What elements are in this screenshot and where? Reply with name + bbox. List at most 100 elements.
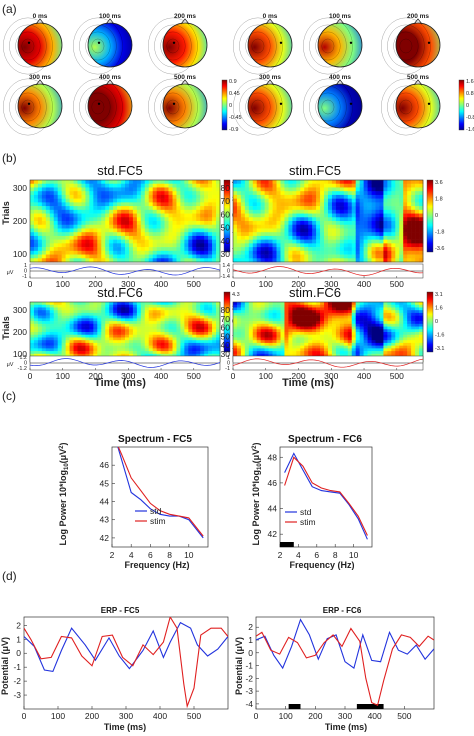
heatmap-cell <box>375 351 380 355</box>
heatmap-cell <box>296 250 301 255</box>
heatmap-cell <box>121 321 126 325</box>
heatmap-cell <box>284 213 289 218</box>
heatmap-cell <box>347 180 353 185</box>
heatmap-cell <box>383 183 388 188</box>
heatmap-cell <box>272 340 277 344</box>
heatmap-cell <box>148 228 154 233</box>
heatmap-cell <box>184 206 189 211</box>
heatmap-cell <box>296 340 301 344</box>
heatmap-cell <box>212 198 217 203</box>
topomap: 300 ms <box>233 74 293 136</box>
heatmap-cell <box>148 221 154 226</box>
heatmap-cell <box>260 321 265 325</box>
heatmap-cell <box>284 232 289 237</box>
heatmap-cell <box>276 194 281 199</box>
heatmap-cell <box>288 235 293 240</box>
heatmap-cell <box>415 329 420 333</box>
heatmap-cell <box>320 213 325 218</box>
heatmap-cell <box>192 340 197 344</box>
heatmap-cell <box>196 235 201 240</box>
heatmap-cell <box>125 348 130 352</box>
heatmap-cell <box>284 221 289 226</box>
heatmap-cell <box>415 332 420 336</box>
topomap-nose <box>105 79 115 86</box>
heatmap-cell <box>335 191 341 196</box>
y-tick-label: 45 <box>100 478 110 488</box>
y-tick-label: 200 <box>13 327 27 337</box>
topomap-contour <box>15 31 41 61</box>
heatmap-cell <box>248 345 254 349</box>
heatmap-cell <box>328 337 333 341</box>
heatmap-cell <box>212 353 217 357</box>
heatmap-cell <box>320 183 325 188</box>
heatmap-cell <box>316 318 321 322</box>
heatmap-cell <box>53 228 59 233</box>
heatmap-cell <box>152 315 157 319</box>
heatmap-cell <box>256 239 262 244</box>
heatmap-cell <box>77 307 82 311</box>
heatmap-cell <box>324 323 329 327</box>
heatmap-cell <box>172 217 177 222</box>
heatmap-cell <box>200 318 205 322</box>
colorbar-tick-label: 1.6 <box>435 306 443 312</box>
heatmap-cell <box>387 198 392 203</box>
colorbar-rect <box>223 179 231 253</box>
heatmap-cell <box>176 191 181 196</box>
heatmap-cell <box>93 247 98 252</box>
heatmap-cell <box>105 232 110 237</box>
heatmap-cell <box>264 310 269 314</box>
heatmap-cell <box>101 326 106 330</box>
heatmap-cell <box>61 232 66 237</box>
heatmap-cell <box>61 337 66 341</box>
heatmap-cell <box>407 217 412 222</box>
heatmap-cell <box>391 183 396 188</box>
heatmap-cell <box>280 206 285 211</box>
heatmap-cell <box>355 315 360 319</box>
heatmap-cell <box>156 239 161 244</box>
heatmap-cell <box>292 254 297 259</box>
heatmap-cell <box>41 340 47 344</box>
heatmap-cell <box>85 224 90 229</box>
colorbar-tick-label: -1.6 <box>435 333 444 339</box>
heatmap-cell <box>65 232 70 237</box>
heatmap-cell <box>188 323 193 327</box>
heatmap-cell <box>371 310 376 314</box>
heatmap-cell <box>216 318 221 322</box>
heatmap-cell <box>196 217 201 222</box>
heatmap-cell <box>152 194 157 199</box>
heatmap-cell <box>148 318 154 322</box>
heatmap-cell <box>415 198 420 203</box>
heatmap-cell <box>415 326 420 330</box>
heatmap-cell <box>168 353 173 357</box>
heatmap-cell <box>73 232 78 237</box>
heatmap-cell <box>256 302 262 306</box>
heatmap-cell <box>355 310 360 314</box>
heatmap-cell <box>61 187 66 192</box>
heatmap-cell <box>280 228 285 233</box>
heatmap-cell <box>280 340 285 344</box>
heatmap-cell <box>200 213 205 218</box>
heatmap-cell <box>85 340 90 344</box>
heatmap-cell <box>125 224 130 229</box>
heatmap-cell <box>288 353 293 357</box>
heatmap-cell <box>45 304 51 308</box>
heatmap-cell <box>339 351 345 355</box>
heatmap-cell <box>324 221 329 226</box>
heatmap-cell <box>268 232 273 237</box>
heatmap-cell <box>359 191 364 196</box>
heatmap-cell <box>248 243 254 248</box>
heatmap-cell <box>128 337 134 341</box>
heatmap-cell <box>339 228 345 233</box>
heatmap-cell <box>248 217 254 222</box>
heatmap-cell <box>113 321 118 325</box>
heatmap-cell <box>272 180 277 185</box>
heatmap-cell <box>65 221 70 226</box>
x-tick-label: 10 <box>349 550 359 560</box>
heatmap-cell <box>216 243 221 248</box>
heatmap-cell <box>395 351 400 355</box>
heatmap-cell <box>415 213 420 218</box>
heatmap-cell <box>387 202 392 207</box>
electrode-marker <box>172 102 176 106</box>
heatmap-cell <box>284 304 289 308</box>
heatmap-cell <box>367 194 372 199</box>
